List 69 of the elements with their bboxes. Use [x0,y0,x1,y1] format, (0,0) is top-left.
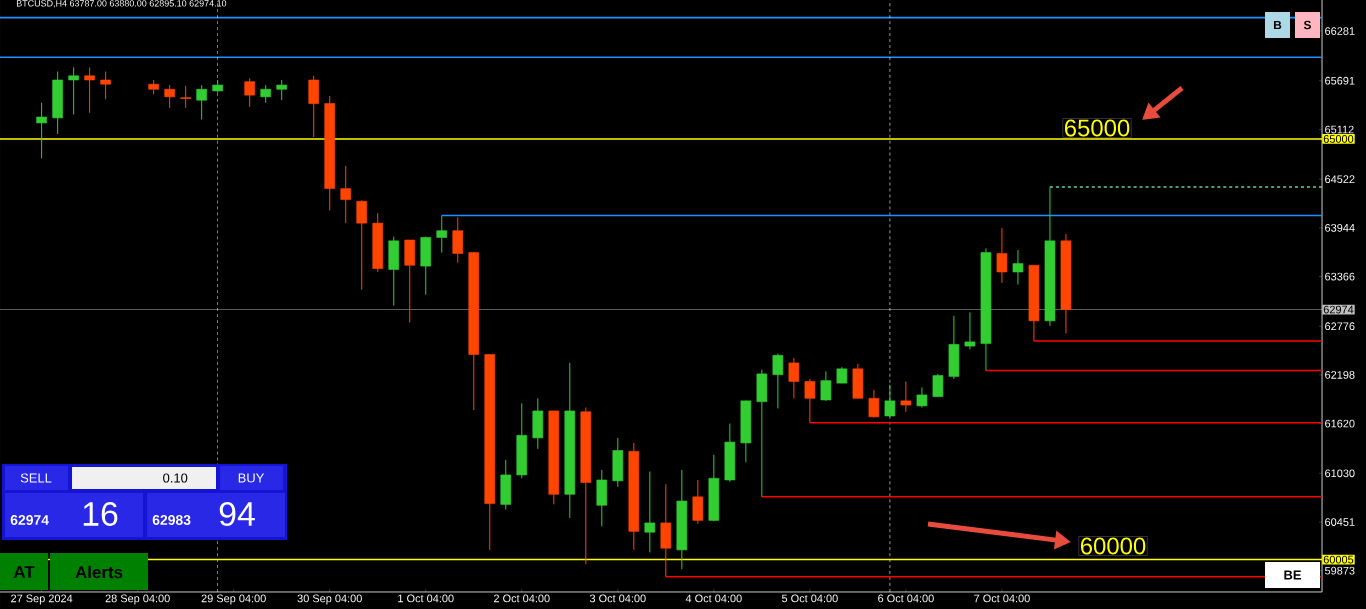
annotation: 65000 [1064,119,1130,137]
x-tick-label: 29 Sep 04:00 [201,594,266,605]
annotation: 94 [219,501,255,526]
y-tick-label: 59873 [1324,566,1355,575]
annotation: 60000 [1080,537,1146,555]
candlestick [180,85,191,109]
x-tick-label: 1 Oct 04:00 [398,594,454,603]
chart-title: BTCUSD,H4 63787.00 63880.00 62895.10 62974.10 [16,0,227,8]
candlestick [884,384,896,418]
ref-line-label: 65000 [1323,135,1354,143]
candlestick [900,380,912,413]
annotation: 62974 [10,515,49,525]
y-tick-label: 63366 [1325,272,1355,281]
x-tick-label: 28 Sep 04:00 [105,594,170,605]
x-tick-label: 5 Oct 04:00 [781,594,838,603]
y-tick-label: 66281 [1325,27,1355,35]
candlestick [772,353,784,409]
y-tick-label: 65112 [1325,125,1354,134]
x-tick-label: 2 Oct 04:00 [494,594,550,603]
x-tick-label: 7 Oct 04:00 [974,594,1030,603]
annotation: Alerts [75,565,123,579]
x-tick-label: 3 Oct 04:00 [589,594,646,603]
candlestick [196,84,207,121]
x-tick-label: 30 Sep 04:00 [297,594,362,605]
annotation: B [1273,20,1282,30]
candlestick [68,66,79,116]
candlestick [164,84,175,109]
candlestick [788,357,800,399]
candlestick [436,215,448,254]
y-tick-label: 62198 [1325,371,1355,379]
candlestick [820,370,832,402]
candlestick [804,378,816,424]
annotation: S [1303,20,1312,30]
y-tick-label: 65691 [1325,76,1355,85]
candlestick [276,79,288,101]
candlestick [644,471,656,553]
y-tick-label: 64522 [1325,175,1355,184]
candlestick [916,386,928,409]
candlestick [964,311,976,350]
candlestick [100,71,111,100]
x-tick-label: 27 Sep 2024 [11,594,73,605]
annotation: BE [1284,570,1301,580]
y-tick-label: 62776 [1325,322,1355,331]
candlestick [996,227,1008,284]
y-tick-label: 61620 [1325,419,1355,428]
y-tick-label: 61030 [1325,469,1355,478]
candlestick [356,199,368,291]
candlestick [308,75,320,138]
candlestick [868,389,880,419]
x-tick-label: 6 Oct 04:00 [878,594,934,603]
candlestick [36,102,47,159]
annotation: 0.10 [163,473,188,483]
ref-line-label: 60005 [1323,555,1354,564]
candlestick [452,216,464,264]
annotation: AT [13,566,35,578]
candlestick [692,479,704,525]
y-tick-label: 60451 [1325,518,1355,526]
candlestick [340,165,352,224]
x-tick-label: 4 Oct 04:00 [685,594,742,603]
candlestick [244,77,255,108]
ref-line-label: 62974 [1323,305,1354,314]
annotation: 62983 [152,515,191,525]
candlestick [932,373,944,398]
candlestick [84,66,95,114]
annotation: 16 [83,501,118,526]
y-tick-label: 63944 [1325,223,1355,232]
annotation: SELL [20,473,52,483]
annotation: BUY [238,473,265,483]
candlestick [1012,249,1024,286]
